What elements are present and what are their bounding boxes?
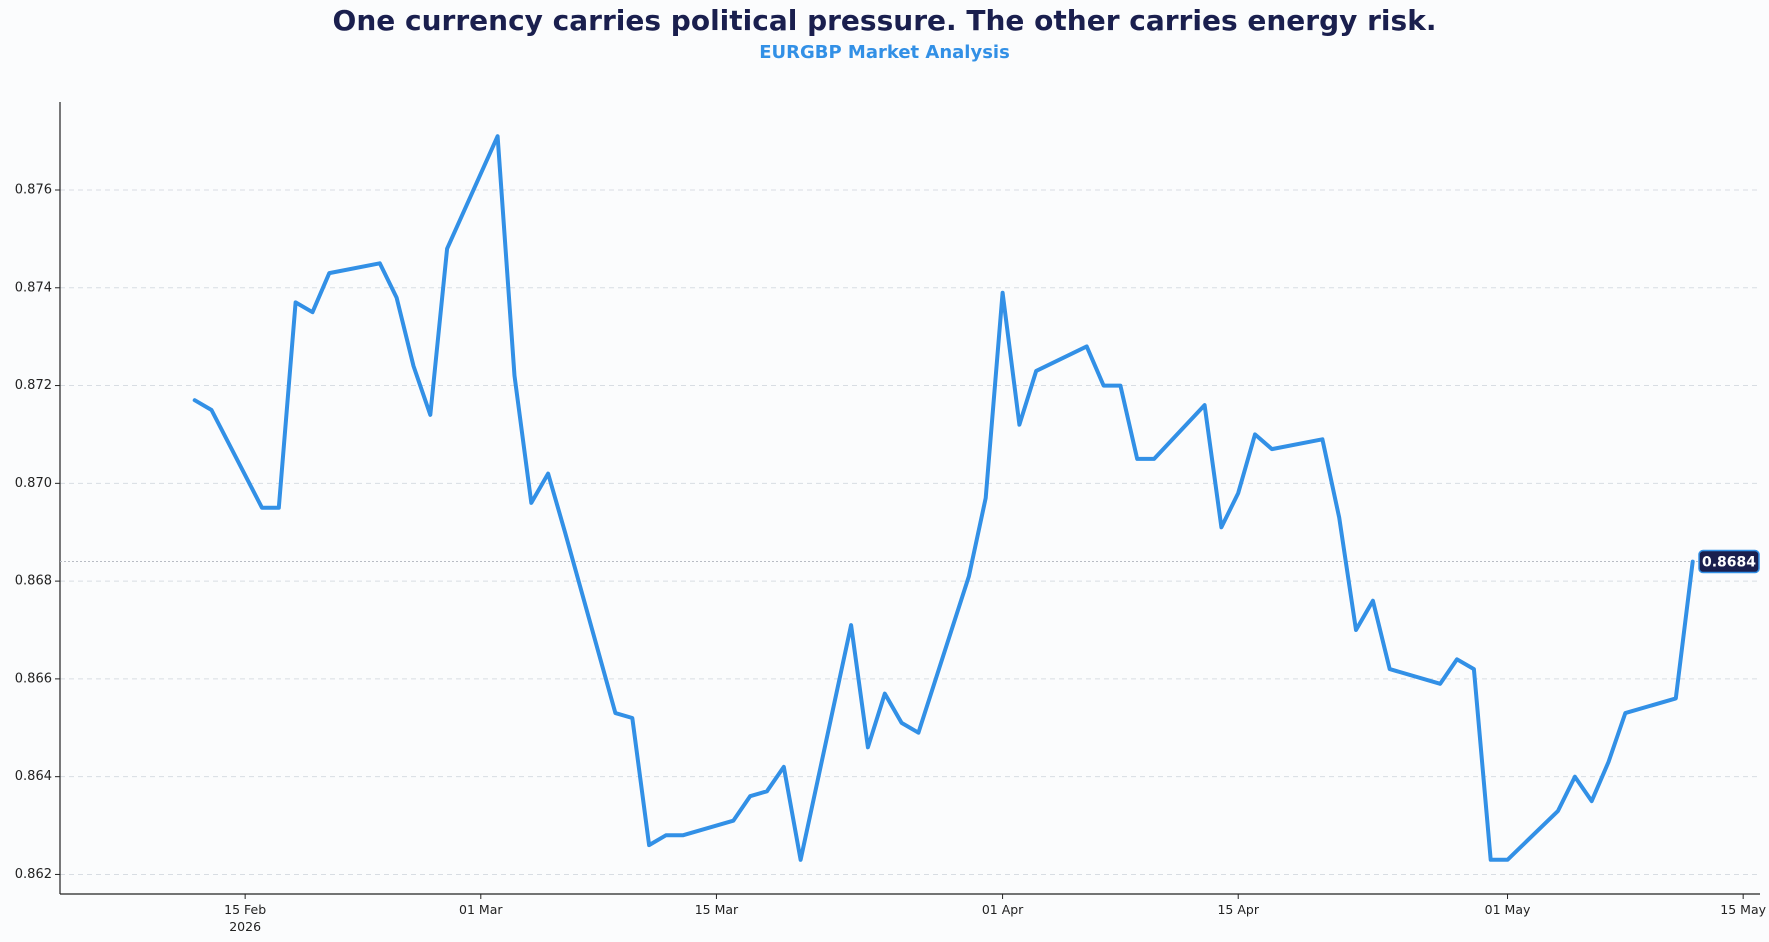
last-value-badge-box [1698, 549, 1760, 574]
y-tick-label: 0.866 [15, 671, 52, 686]
y-tick-label: 0.862 [15, 867, 52, 882]
y-tick-label: 0.872 [15, 378, 52, 393]
chart-subtitle: EURGBP Market Analysis [759, 42, 1010, 63]
x-tick-label: 15 Mar [695, 902, 739, 917]
y-tick-label: 0.868 [15, 574, 52, 589]
series-line [192, 134, 1695, 862]
x-tick-label: 01 Apr [982, 902, 1024, 917]
x-tick-label: 01 May [1485, 902, 1531, 917]
x-tick-sublabel: 2026 [229, 919, 261, 934]
series-layer [192, 134, 1695, 862]
y-axis-ticks: 0.862 0.864 0.866 0.868 0.870 0.872 0.874 0.876 [15, 183, 60, 882]
y-tick-label: 0.876 [15, 183, 52, 198]
x-tick-label: 01 Mar [459, 902, 503, 917]
y-tick-label: 0.870 [15, 476, 52, 491]
last-value-badge-text: 0.8684 [1702, 555, 1756, 571]
last-value-badge: 0.8684 [1698, 549, 1760, 574]
x-tick-label: 15 May [1720, 902, 1766, 917]
axes-layer [59, 102, 1760, 895]
y-tick-label: 0.874 [15, 280, 52, 295]
x-tick-label: 15 Apr [1217, 902, 1259, 917]
grid-layer [60, 189, 1760, 875]
x-axis-ticks: 15 Feb 2026 01 Mar 15 Mar 01 Apr 15 Apr 01 May… [224, 894, 1767, 934]
x-tick-label: 15 Feb [224, 902, 266, 917]
y-tick-label: 0.864 [15, 769, 52, 784]
chart-title: One currency carries political pressure.… [332, 4, 1437, 37]
